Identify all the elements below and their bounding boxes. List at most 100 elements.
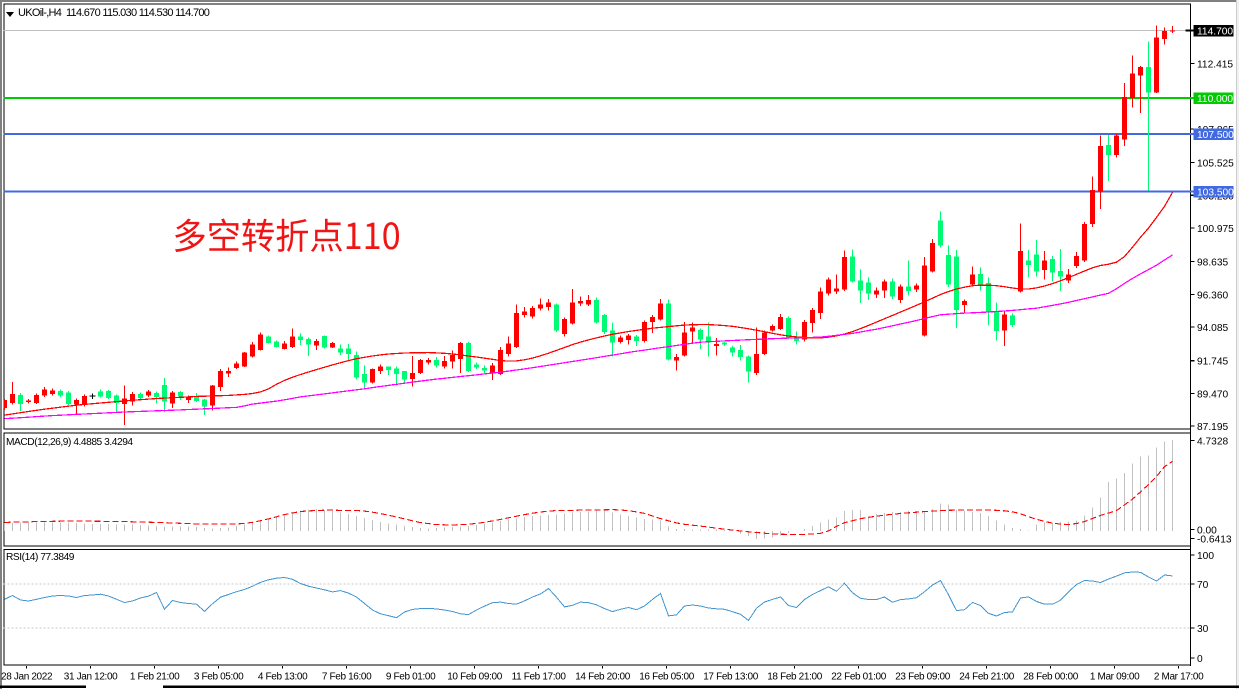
candle-body-up: [522, 311, 527, 315]
candle: [162, 377, 167, 412]
candle-body-up: [970, 274, 975, 285]
candle-body-up: [418, 359, 423, 374]
candle-body-up: [802, 322, 807, 340]
chart-title[interactable]: UKOil-,H4 114.670 115.030 114.530 114.70…: [18, 8, 210, 19]
candle: [242, 352, 247, 367]
level-badge-103.500-text: 103.500: [1197, 188, 1234, 199]
candle: [1018, 223, 1023, 293]
candle-body-down: [154, 392, 159, 398]
level-badge-103.500[interactable]: 103.500: [1185, 185, 1235, 199]
candle: [1170, 25, 1175, 34]
candle: [234, 361, 239, 369]
candle-body-down: [306, 339, 311, 345]
candle-body-up: [218, 370, 223, 388]
rsi-axis: 100 70 30 0: [1190, 551, 1214, 665]
candle-body-up: [882, 281, 887, 291]
price-tick-label: 105.525: [1197, 159, 1234, 170]
candle-body-down: [946, 255, 951, 285]
price-tick-label: 112.415: [1197, 60, 1233, 71]
candle-body-down: [322, 335, 327, 348]
candle-body-up: [442, 361, 447, 367]
candle-body-up: [626, 335, 631, 341]
candle: [530, 306, 535, 319]
time-tick-label: 3 Feb 05:00: [194, 672, 244, 683]
candle: [666, 299, 671, 361]
candle-body-down: [698, 330, 703, 340]
candle: [466, 342, 471, 373]
candle: [874, 287, 879, 299]
candle: [226, 367, 231, 378]
symbol-dropdown-icon[interactable]: [6, 11, 14, 17]
candle: [314, 339, 319, 351]
bottom-bar-left: [0, 685, 86, 688]
candle-body-up: [1018, 251, 1023, 292]
candle: [1050, 256, 1055, 282]
candle-body-up: [962, 300, 967, 305]
candle: [578, 296, 583, 307]
price-tick-label: 100.975: [1197, 224, 1234, 235]
candle: [706, 322, 711, 357]
candle-body-up: [3, 399, 7, 409]
candle-body-up: [10, 394, 15, 403]
candle-body-up: [842, 256, 847, 290]
candle: [450, 350, 455, 369]
candle-body-down: [394, 368, 399, 375]
candle-body-down: [850, 256, 855, 282]
rsi-tick-label: 0: [1197, 654, 1203, 665]
candle: [146, 389, 151, 398]
bid-badge[interactable]: 114.700: [1185, 24, 1234, 38]
candle-body-up: [1002, 314, 1007, 331]
candle: [138, 392, 143, 400]
time-tick-label: 1 Mar 09:00: [1090, 672, 1140, 683]
candle: [1066, 268, 1071, 283]
candle-body-up: [490, 365, 495, 373]
candle-body-down: [434, 359, 439, 366]
candle-body-up: [570, 302, 575, 324]
candle-body-down: [554, 304, 559, 331]
candle: [938, 211, 943, 248]
candle: [890, 278, 895, 300]
level-badge-107.500[interactable]: 107.500: [1185, 128, 1235, 141]
candle-body-up: [762, 332, 767, 355]
candle: [434, 356, 439, 368]
candle-body-down: [1034, 254, 1039, 272]
candle: [1090, 176, 1095, 227]
candle: [1034, 240, 1039, 277]
candle-body-down: [634, 336, 639, 342]
price-tick-label: 94.085: [1197, 323, 1228, 334]
candle-body-up: [586, 300, 591, 305]
candle-body-down: [706, 336, 711, 343]
main-chart-area[interactable]: [2, 25, 1191, 425]
time-tick-label: 17 Feb 13:00: [703, 672, 759, 683]
macd-tick-label: 4.7328: [1197, 437, 1228, 448]
candle: [650, 314, 655, 334]
candle-body-up: [834, 288, 839, 292]
candle-body-up: [618, 337, 623, 343]
rsi-label[interactable]: RSI(14) 77.3849: [6, 552, 74, 563]
candle-body-down: [938, 220, 943, 246]
candle: [826, 277, 831, 296]
candle-body-down: [138, 394, 143, 399]
macd-label[interactable]: MACD(12,26,9) 4.4885 3.4294: [6, 437, 133, 448]
time-axis[interactable]: 28 Jan 2022 31 Jan 12:00 1 Feb 21:00 3 Feb …: [1, 666, 1204, 683]
macd-main-value: 4.4885: [73, 437, 102, 448]
candle: [250, 342, 255, 358]
candle: [858, 269, 863, 303]
candle-body-up: [1098, 146, 1103, 192]
price-axis[interactable]: 112.415107.865105.525103.250100.97598.63…: [1190, 60, 1235, 434]
candle-body-down: [1050, 258, 1055, 273]
candle: [218, 368, 223, 391]
time-tick-label: 22 Feb 01:00: [831, 672, 887, 683]
rsi-tick-label: 70: [1197, 580, 1209, 591]
candle: [946, 245, 951, 288]
candle-body-up: [426, 359, 431, 363]
candle: [642, 320, 647, 343]
candle-body-down: [66, 392, 71, 404]
time-tick-label: 4 Feb 13:00: [258, 672, 308, 683]
level-badge-110.000[interactable]: 110.000: [1185, 92, 1234, 105]
candle-body-up: [1170, 30, 1175, 32]
candle-body-down: [610, 330, 615, 343]
macd-tick-label: -0.6413: [1197, 535, 1232, 546]
candle: [898, 284, 903, 303]
